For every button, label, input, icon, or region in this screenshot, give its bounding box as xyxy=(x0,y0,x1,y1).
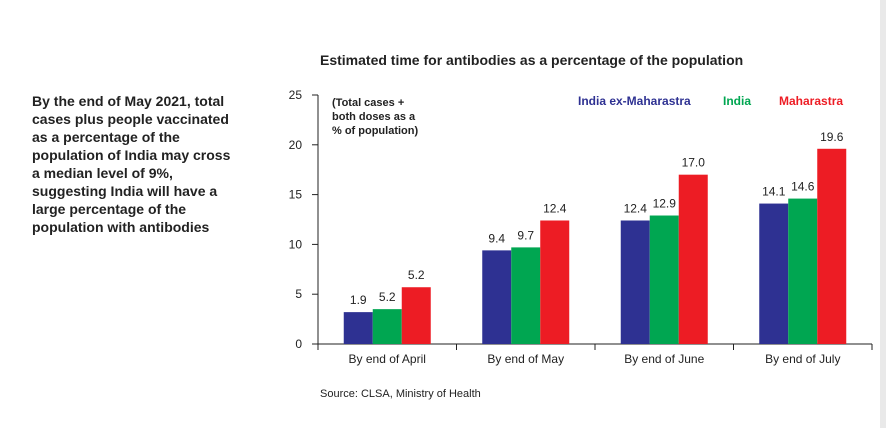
bar xyxy=(372,309,402,344)
page-edge-strip xyxy=(880,0,886,428)
bar xyxy=(788,198,818,344)
legend-entry: India xyxy=(723,94,751,108)
data-label: 17.0 xyxy=(682,156,706,170)
bar xyxy=(401,287,431,344)
data-label: 12.4 xyxy=(624,201,648,215)
bar xyxy=(620,220,650,344)
data-label: 12.4 xyxy=(543,201,567,215)
legend-entry: India ex-Maharastra xyxy=(578,94,691,108)
y-tick-label: 10 xyxy=(289,237,303,251)
y-axis-label-line: % of population) xyxy=(332,125,418,137)
bar xyxy=(678,174,708,344)
legend-entry: Maharastra xyxy=(779,94,843,108)
bar xyxy=(511,247,541,344)
y-axis-label-line: both doses as a xyxy=(332,111,416,123)
chart-title: Estimated time for antibodies as a perce… xyxy=(320,52,744,68)
data-label: 9.4 xyxy=(488,231,505,245)
source-note: Source: CLSA, Ministry of Health xyxy=(320,388,481,400)
data-label: 14.6 xyxy=(791,180,815,194)
x-tick-label: By end of June xyxy=(624,352,704,366)
data-label: 19.6 xyxy=(820,130,844,144)
y-tick-label: 15 xyxy=(289,188,303,202)
data-label: 5.2 xyxy=(408,268,425,282)
y-tick-label: 5 xyxy=(295,287,302,301)
bar xyxy=(759,203,789,344)
data-label: 1.9 xyxy=(350,293,367,307)
data-label: 12.9 xyxy=(653,197,677,211)
bar xyxy=(343,312,373,344)
y-tick-label: 20 xyxy=(289,138,303,152)
y-tick-label: 0 xyxy=(295,337,302,351)
x-tick-label: By end of May xyxy=(487,352,564,366)
bar xyxy=(817,148,847,344)
data-label: 9.7 xyxy=(517,228,534,242)
data-label: 14.1 xyxy=(762,185,786,199)
x-tick-label: By end of July xyxy=(765,352,840,366)
y-axis-label-line: (Total cases + xyxy=(332,97,404,109)
data-label: 5.2 xyxy=(379,290,396,304)
bar xyxy=(649,215,679,344)
x-tick-label: By end of April xyxy=(349,352,426,366)
summary-text: By the end of May 2021, total cases plus… xyxy=(32,93,231,235)
bar xyxy=(482,250,512,344)
bar xyxy=(540,220,570,344)
y-tick-label: 25 xyxy=(289,88,303,102)
